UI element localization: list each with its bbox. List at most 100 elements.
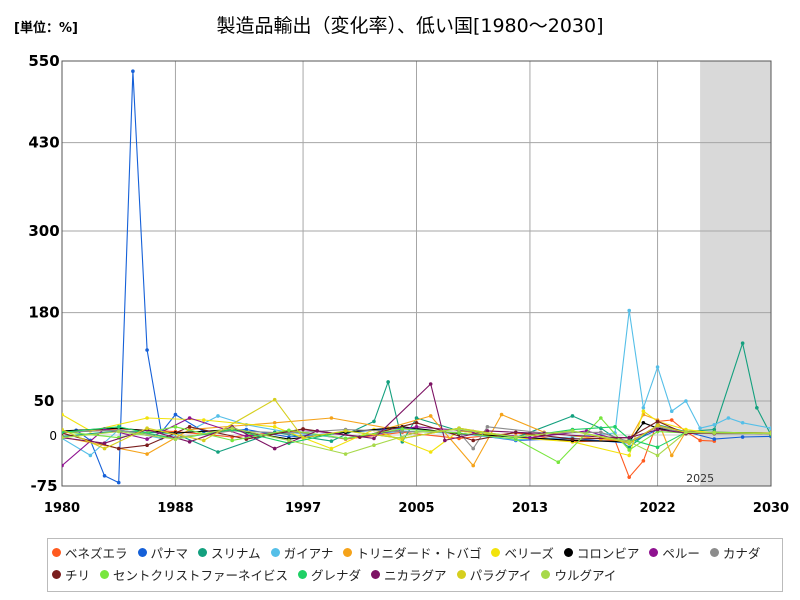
series-13-point-2010: [485, 429, 490, 433]
series-9-point-2009: [471, 446, 476, 451]
series-4-point-2023: [669, 409, 674, 414]
legend-item-13: ニカラグア: [371, 563, 447, 585]
series-13-point-2006: [428, 382, 433, 386]
legend-label: パナマ: [150, 545, 189, 561]
series-8-point-1986: [145, 437, 149, 441]
series-3-point-1999: [329, 439, 334, 443]
x-tick-label-1997: 1997: [285, 501, 321, 516]
series-2-point-1985: [131, 69, 135, 73]
series-4-point-2025: [698, 426, 702, 431]
series-11-point-1988: [173, 425, 178, 429]
series-2-point-1986: [145, 348, 149, 352]
legend-label: トリニダード・トバゴ: [356, 545, 482, 561]
series-14-point-2004: [400, 436, 405, 441]
x-tick-label-2030: 2030: [753, 501, 789, 516]
series-15-point-2005: [414, 430, 419, 435]
series-5-point-1995: [272, 420, 277, 425]
legend-marker-icon: [456, 569, 466, 579]
series-4-point-2024: [684, 399, 688, 403]
legend-marker-icon: [491, 547, 501, 557]
legend-label: チリ: [65, 567, 91, 583]
legend-marker-icon: [649, 547, 659, 557]
series-2-point-1988: [173, 412, 178, 417]
series-4-point-1991: [216, 414, 220, 418]
series-15-point-2016: [570, 429, 575, 433]
legend-marker-icon: [563, 547, 573, 557]
legend-item-14: パラグアイ: [456, 563, 531, 585]
y-tick-label-50: 50: [34, 392, 55, 410]
legend-item-8: ペルー: [649, 541, 700, 563]
series-14-point-2022: [655, 423, 660, 428]
series-13-point-2022: [655, 427, 660, 432]
series-14-point-1983: [102, 446, 107, 451]
series-6-point-2006: [428, 450, 433, 454]
series-6-point-2024: [684, 427, 688, 432]
series-5-point-1999: [329, 416, 334, 420]
legend-marker-icon: [137, 547, 147, 557]
series-2-point-1984: [116, 480, 121, 485]
series-11-point-2004: [400, 427, 405, 431]
legend: ベネズエラ パナマ スリナム ガイアナ トリニダード・トバゴ ベリーズ コロンビア ペルー カナ…: [47, 538, 783, 592]
series-15-point-2012: [513, 435, 518, 439]
series-14-point-1995: [272, 397, 277, 402]
legend-marker-icon: [371, 569, 381, 579]
series-15-point-1988: [173, 437, 178, 441]
legend-marker-icon: [52, 547, 61, 557]
series-1-point-2025: [698, 438, 702, 443]
series-3-point-2003: [386, 380, 390, 384]
series-12-point-2019: [613, 425, 617, 429]
series-1-point-2021: [641, 459, 646, 463]
series-14-point-1980: [62, 427, 64, 432]
unit-label: [単位：%]: [14, 20, 78, 36]
series-4-point-2030: [769, 426, 771, 430]
series-11-point-2008: [457, 431, 461, 435]
series-5-point-2006: [428, 414, 433, 418]
legend-label: グレナダ: [311, 567, 362, 583]
series-15-point-2020: [627, 440, 631, 444]
series-11-point-2000: [343, 436, 348, 441]
series-14-point-2000: [343, 429, 348, 433]
x-tick-label-2005: 2005: [398, 501, 434, 516]
series-4-point-2019: [613, 431, 617, 435]
series-3-point-1991: [216, 450, 220, 454]
series-layer: [62, 69, 771, 485]
legend-marker-icon: [270, 547, 280, 557]
series-13-point-1995: [272, 446, 277, 451]
legend-label: ベリーズ: [504, 545, 554, 561]
series-6-point-2021: [641, 409, 646, 414]
series-3-point-2026: [712, 427, 717, 432]
forecast-label: 2025: [686, 472, 714, 485]
series-9-point-2018: [599, 430, 603, 435]
legend-item-12: グレナダ: [298, 563, 361, 585]
legend-item-1: ベネズエラ: [52, 541, 128, 563]
series-line-15: [62, 427, 771, 456]
series-6-point-1990: [202, 418, 206, 422]
series-5-point-2023: [669, 453, 674, 458]
series-8-point-1980: [62, 463, 64, 468]
legend-item-5: トリニダード・トバゴ: [343, 541, 481, 563]
legend-label: コロンビア: [576, 545, 640, 561]
legend-item-7: コロンビア: [563, 541, 640, 563]
series-1-point-2023: [669, 418, 674, 422]
series-6-point-1980: [62, 412, 64, 417]
series-15-point-2030: [769, 431, 771, 436]
series-4-point-2020: [627, 308, 631, 313]
legend-item-10: チリ: [52, 563, 90, 585]
series-10-point-1986: [145, 443, 149, 448]
series-4-point-2026: [712, 423, 717, 427]
series-line-13: [62, 383, 771, 450]
series-15-point-2024: [684, 430, 688, 435]
legend-item-4: ガイアナ: [270, 541, 333, 563]
series-10-point-1984: [116, 446, 121, 451]
x-tick-label-2013: 2013: [512, 501, 548, 516]
legend-marker-icon: [709, 547, 719, 557]
series-13-point-2007: [443, 438, 447, 443]
legend-label: カナダ: [722, 545, 761, 561]
series-14-point-1997: [301, 435, 305, 440]
series-2-point-1993: [244, 427, 249, 432]
series-13-point-1998: [315, 429, 320, 433]
legend-item-6: ベリーズ: [491, 541, 554, 563]
series-3-point-2002: [372, 419, 376, 424]
y-tick-label-550: 550: [28, 52, 59, 70]
